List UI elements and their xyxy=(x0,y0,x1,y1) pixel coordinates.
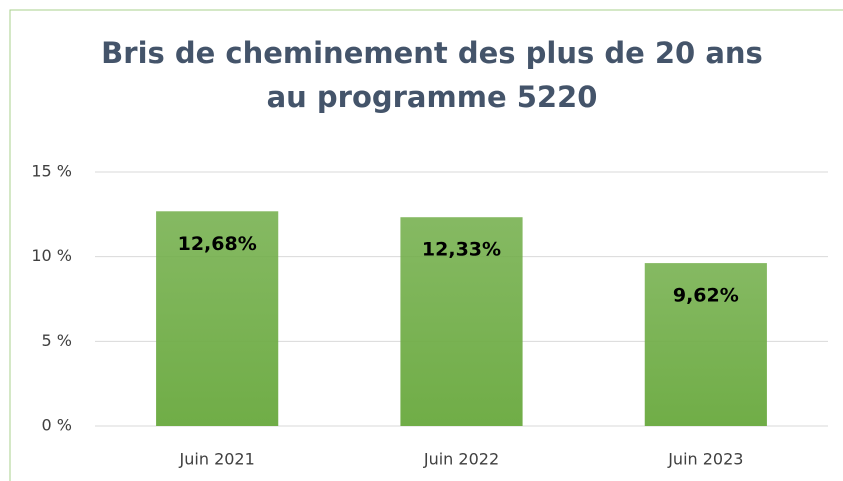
chart-border xyxy=(9,9,843,481)
chart-title: Bris de cheminement des plus de 20 ans xyxy=(101,36,763,70)
y-tick-label: 15 % xyxy=(31,162,72,181)
y-tick-label: 0 % xyxy=(42,416,72,435)
x-tick-label: Juin 2022 xyxy=(423,450,499,469)
bar xyxy=(644,263,767,426)
y-tick-label: 10 % xyxy=(31,246,72,265)
chart-title: au programme 5220 xyxy=(267,80,598,114)
bar xyxy=(156,211,279,426)
y-tick-label: 5 % xyxy=(42,331,72,350)
data-label: 12,33% xyxy=(422,239,501,261)
x-tick-label: Juin 2023 xyxy=(667,450,743,469)
data-label: 12,68% xyxy=(178,233,257,255)
x-tick-label: Juin 2021 xyxy=(179,450,255,469)
data-label: 9,62% xyxy=(673,285,739,307)
bar xyxy=(400,217,523,426)
